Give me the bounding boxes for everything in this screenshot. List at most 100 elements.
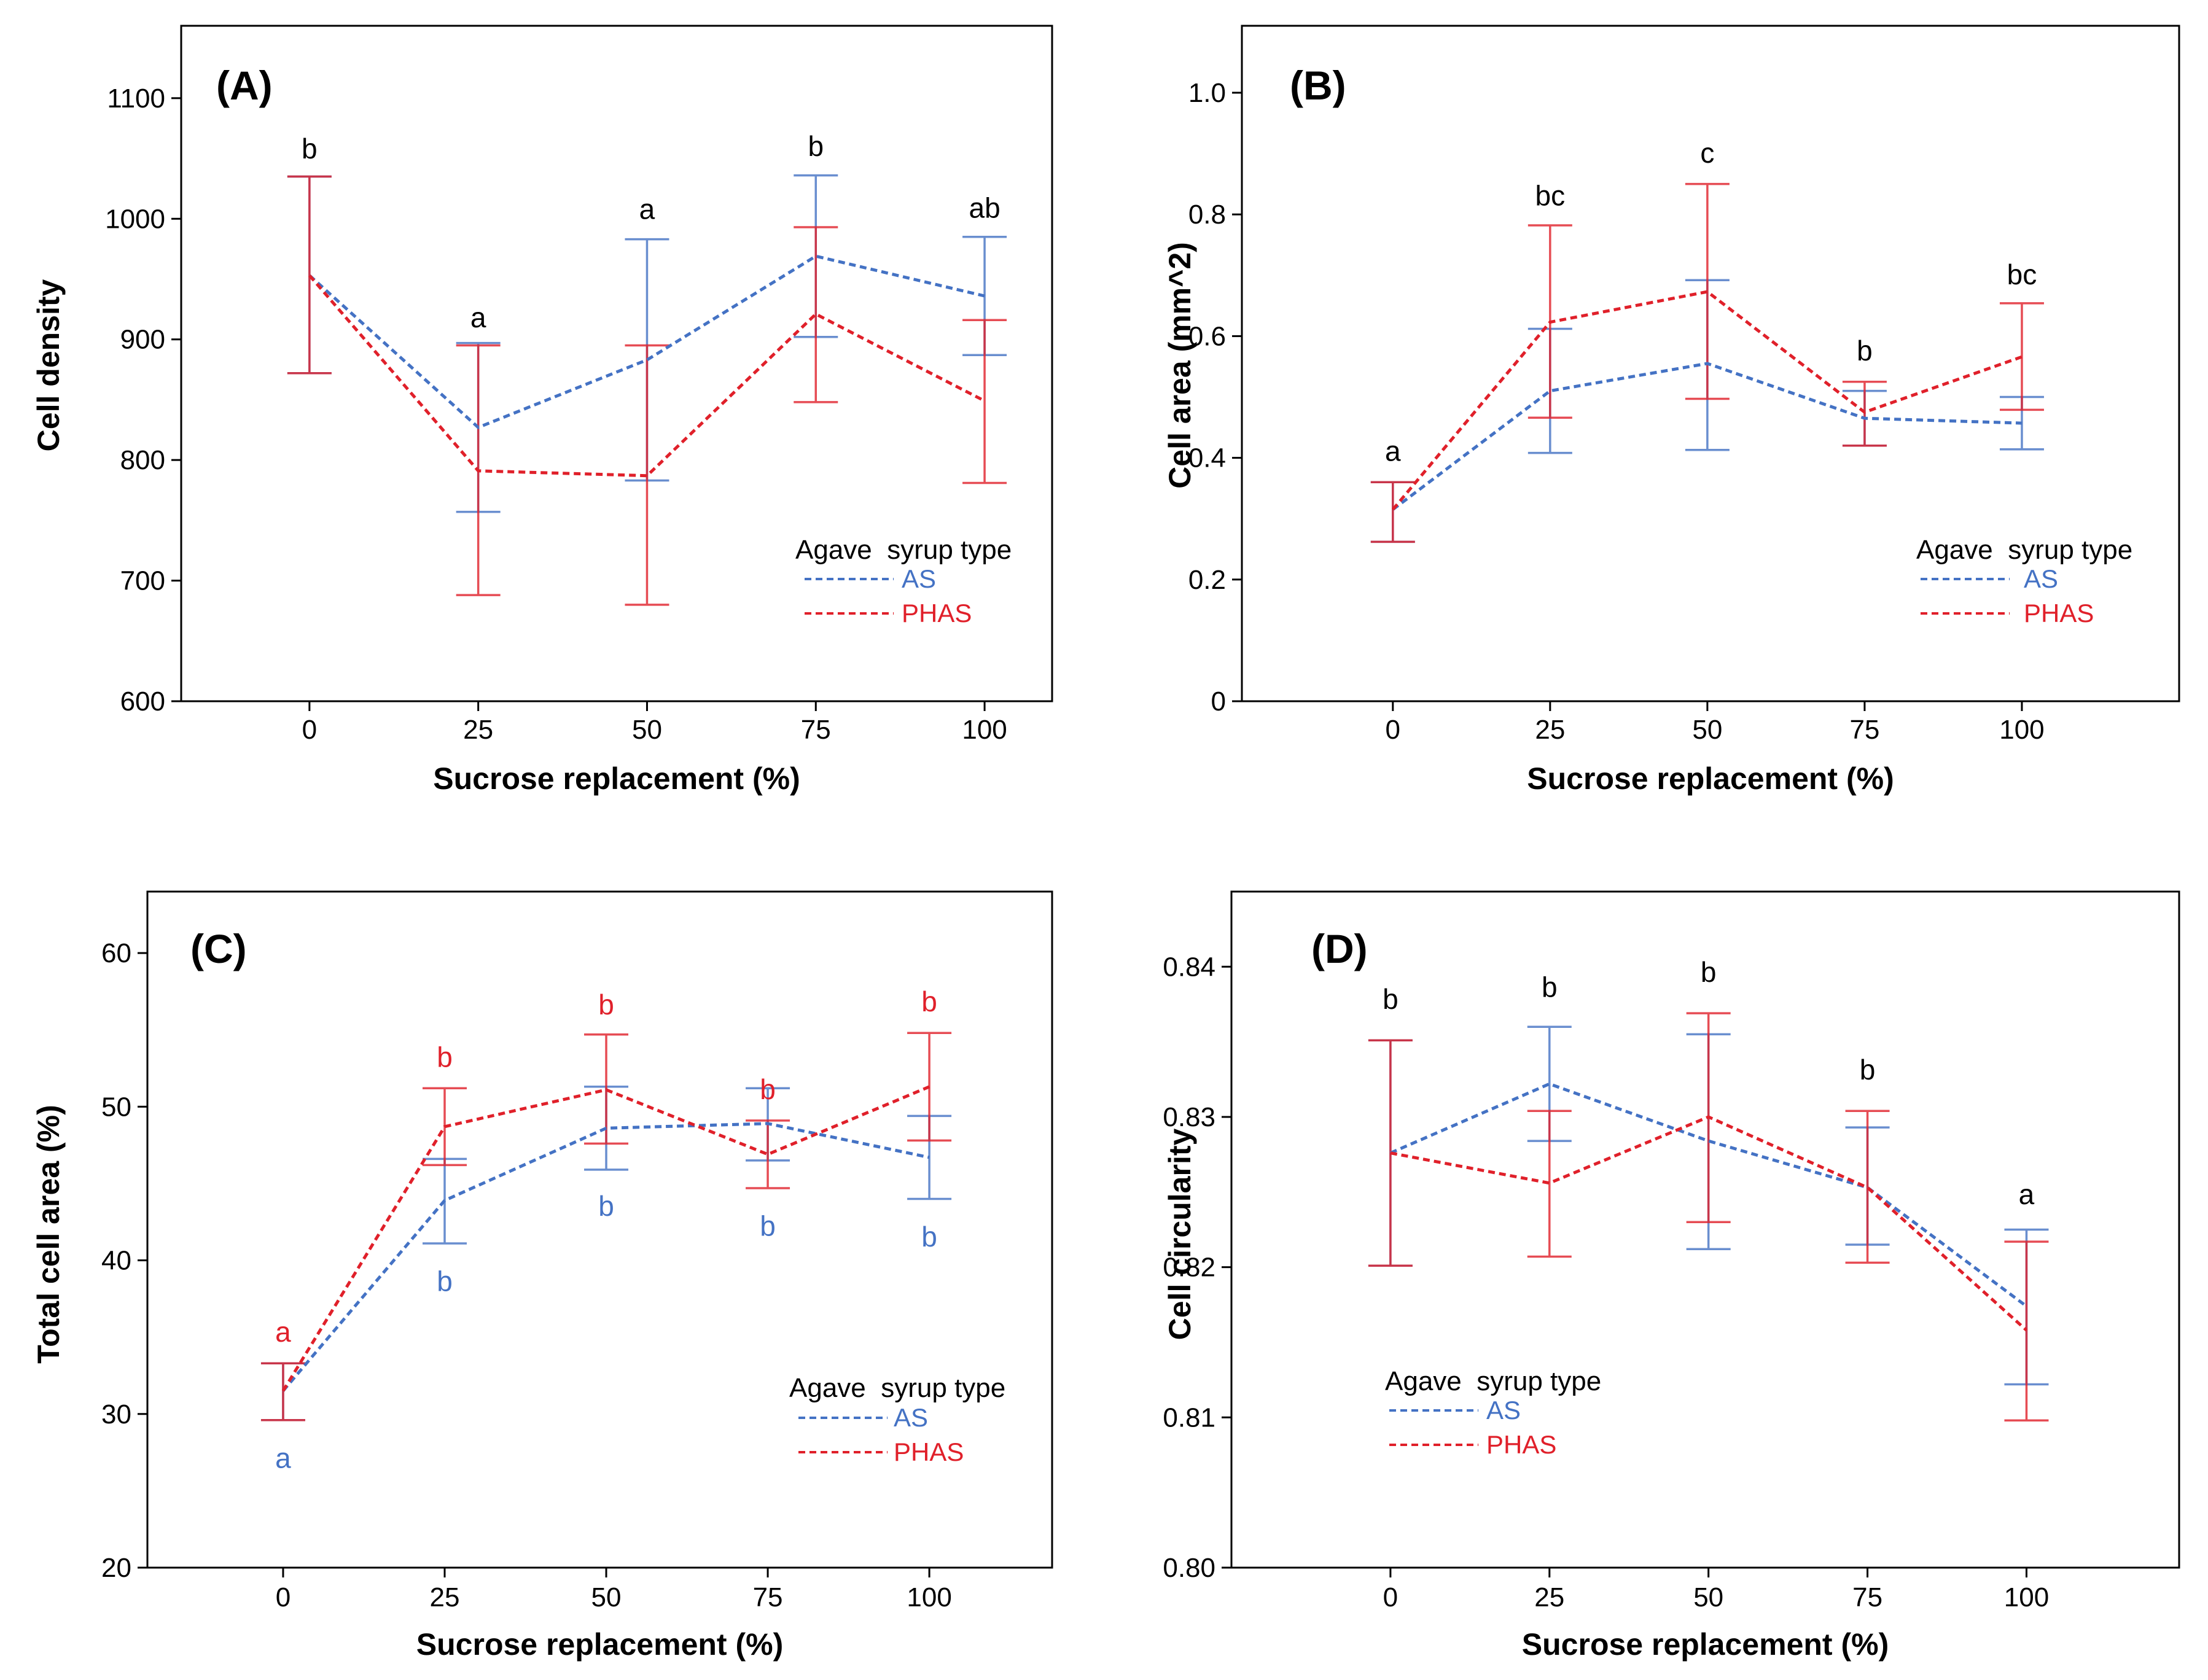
significance-letter: b [437,1266,453,1297]
significance-letter: a [275,1442,291,1474]
legend-entry-phas: PHAS [2024,599,2094,628]
y-tick-label: 900 [120,325,165,355]
significance-letter: b [1542,971,1558,1003]
y-tick-label: 0.6 [1188,321,1226,351]
x-tick-label: 0 [276,1582,291,1612]
series-line-phas [1390,1115,2028,1332]
legend-entry-as: AS [894,1403,928,1432]
y-axis-label: Cell density [31,279,66,451]
x-tick-label: 50 [632,715,662,745]
legend-entry-as: AS [1486,1396,1521,1425]
series-line-phas [281,1085,930,1392]
x-tick-label: 0 [1383,1582,1398,1612]
significance-letter: bc [1535,179,1566,211]
x-tick-label: 50 [1693,1582,1723,1612]
significance-letter: b [760,1210,776,1242]
significance-letter: b [437,1041,453,1073]
x-tick-label: 50 [591,1582,622,1612]
series-line-as [1392,362,2023,511]
significance-letter: c [1700,137,1714,169]
error-bar [1527,1110,1572,1258]
significance-letter: b [1860,1054,1876,1086]
significance-letter: b [302,133,318,165]
plot-frame [1241,25,2180,702]
y-tick-label: 30 [101,1399,131,1429]
significance-letter: b [598,989,614,1021]
legend-title: Agave syrup type [1385,1366,1601,1396]
significance-letter: b [760,1073,776,1105]
plot-frame [1230,890,2180,1569]
x-tick-label: 75 [1852,1582,1882,1612]
significance-letter: b [921,1221,937,1253]
plot-frame [146,890,1053,1569]
series-line-as [281,1122,930,1392]
y-tick-label: 0.84 [1163,952,1215,982]
series-line-phas [1391,290,2023,511]
panel-label: (D) [1311,926,1368,971]
significance-letter: a [275,1316,291,1348]
x-tick-label: 100 [2004,1582,2049,1612]
chart-panel-4: 0.80 0.81 0.82 0.83 0.84 0 25 50 75 100 Sucrose re… [1163,890,2180,1662]
error-bar [2004,1240,2049,1421]
chart-panel-3: 20 30 40 50 60 0 25 50 75 100 Sucrose replacement … [31,890,1053,1662]
error-bar [625,344,669,606]
panel-label: (A) [216,63,273,108]
legend-title: Agave syrup type [1916,535,2132,565]
series-phas [287,175,1007,606]
significance-letter: b [808,130,824,162]
x-tick-label: 75 [1849,715,1879,745]
legend-title: Agave syrup type [795,535,1012,565]
y-tick-label: 800 [120,445,165,475]
panel-label: (C) [190,926,247,971]
y-tick-label: 20 [101,1553,131,1583]
x-tick-label: 25 [1534,1582,1564,1612]
y-axis-label: Cell circularity [1163,1129,1197,1340]
y-tick-label: 0.80 [1163,1553,1215,1583]
error-bar [287,175,332,375]
significance-letter: b [598,1190,614,1222]
series-line-as [1389,1082,2027,1308]
x-tick-label: 100 [1999,715,2044,745]
y-tick-label: 0.2 [1188,565,1226,595]
y-tick-label: 40 [101,1246,131,1276]
x-tick-label: 25 [463,715,493,745]
x-tick-label: 0 [302,715,317,745]
y-tick-label: 0.82 [1163,1253,1215,1283]
y-tick-label: 0 [1211,686,1226,717]
y-tick-label: 1000 [105,204,165,234]
significance-letter: b [1857,335,1873,367]
y-tick-label: 0.4 [1188,443,1226,473]
y-tick-label: 1.0 [1188,78,1226,108]
series-line-phas [308,274,986,478]
y-tick-label: 700 [120,566,165,596]
chart-panel-2: 0 0.2 0.4 0.6 0.8 1.0 0 25 50 75 100 Sucrose replac… [1163,25,2180,796]
significance-letter: a [1385,435,1401,467]
x-axis-label: Sucrose replacement (%) [1527,761,1894,796]
error-bar [1845,1110,1890,1264]
significance-letter: bc [2007,259,2037,290]
y-tick-label: 600 [120,686,165,717]
legend-entry-as: AS [902,564,936,593]
significance-letter: a [470,301,486,333]
legend-entry-phas: PHAS [894,1437,964,1466]
error-bar [1370,481,1415,543]
y-tick-label: 0.83 [1163,1102,1215,1132]
y-tick-label: 60 [101,938,131,968]
x-axis-label: Sucrose replacement (%) [416,1627,783,1662]
legend-entry-as: AS [2024,564,2058,593]
x-tick-label: 100 [907,1582,951,1612]
x-tick-label: 25 [1535,715,1565,745]
x-tick-label: 100 [962,715,1007,745]
x-tick-label: 75 [753,1582,783,1612]
x-tick-label: 25 [430,1582,460,1612]
chart-panel-1: 600 700 800 900 1000 1100 0 25 50 75 100 Sucrose re… [31,25,1053,796]
significance-letter: b [921,986,937,1017]
legend-title: Agave syrup type [789,1373,1005,1403]
significance-letter: b [1701,956,1717,988]
y-axis-label: Cell area (mm^2) [1163,242,1197,489]
